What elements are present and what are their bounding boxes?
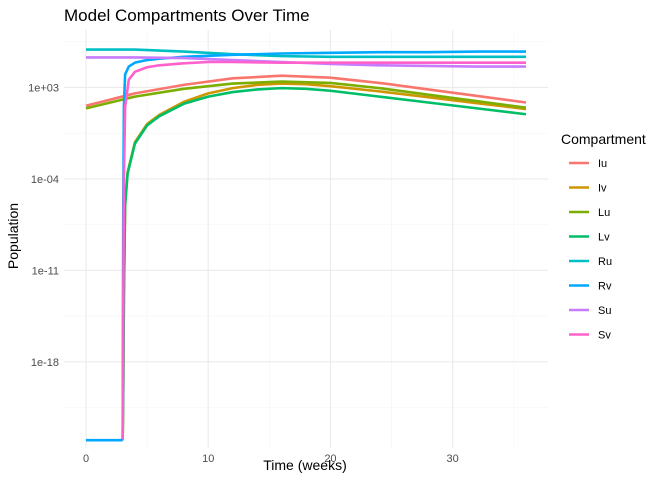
legend-items: Iu Iv Lu Lv Ru Rv Su Sv [569,158,612,342]
legend-label-iu: Iu [598,158,607,170]
y-tick-label: 1e-18 [31,357,59,369]
y-axis-title: Population [5,203,21,269]
x-tick-label: 30 [447,453,459,465]
x-tick-label: 20 [324,453,336,465]
y-tick-label: 1e-04 [31,174,59,186]
legend-label-rv: Rv [598,281,612,293]
legend-label-lu: Lu [598,207,610,219]
y-tick-label: 1e-11 [32,265,59,277]
series-line-ru [86,48,526,59]
series-line-iu [85,74,527,108]
legend-label-lv: Lv [598,232,610,244]
series-line-lu [85,80,527,110]
legend-label-iv: Iv [598,183,607,195]
legend-label-ru: Ru [598,256,612,268]
x-axis-title: Time (weeks) [263,457,347,473]
legend: Compartment Iu Iv Lu Lv Ru Rv Su Sv [561,131,646,342]
legend-label-su: Su [598,305,611,317]
grid [64,30,548,448]
y-tick-label: 1e+03 [28,82,59,94]
legend-label-sv: Sv [598,330,611,342]
x-tick-label: 0 [83,453,89,465]
series-line-rv [121,50,526,441]
series-layer [85,48,527,442]
chart-title: Model Compartments Over Time [64,6,310,25]
series-line-sv [121,60,526,441]
series-line-iv [121,82,527,441]
y-tick-labels: 1e-18 1e-11 1e-04 1e+03 [28,82,59,368]
x-tick-labels: 0 10 20 30 [83,453,459,465]
x-tick-label: 10 [202,453,214,465]
series-line-lv [121,86,527,441]
legend-title: Compartment [561,131,646,147]
